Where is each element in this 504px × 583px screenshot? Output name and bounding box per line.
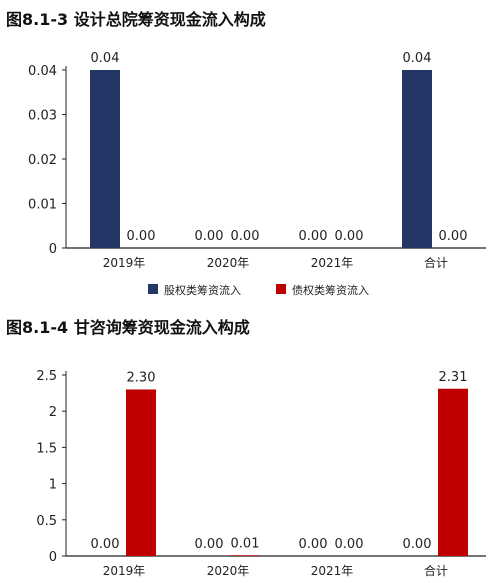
x-category-label: 2021年 [311,256,354,270]
y-tick-label: 0 [49,242,57,257]
data-label: 0.04 [91,51,120,66]
legend-label-equity: 股权类筹资流入 [164,283,241,297]
data-label: 0.00 [403,537,432,552]
data-label: 0.00 [127,229,156,244]
bar-equity [90,70,120,248]
data-label: 0.00 [231,229,260,244]
data-label: 0.00 [299,229,328,244]
y-tick-label: 0.02 [28,153,57,168]
x-category-label: 2021年 [311,564,354,578]
x-category-label: 2019年 [103,256,146,270]
x-category-label: 合计 [424,255,448,270]
y-tick-label: 2 [49,405,57,420]
chart-1-equity-debt-design-institute: 0 0.01 0.02 0.03 0.04 2019年 2020年 2021年 合计 0.04 0.… [28,51,486,297]
x-category-label: 2020年 [207,564,250,578]
data-label: 0.00 [195,229,224,244]
data-label: 0.00 [439,229,468,244]
data-label: 0.00 [335,537,364,552]
bar-debt [230,555,260,556]
bar-debt [438,388,468,556]
x-category-label: 2020年 [207,256,250,270]
y-tick-label: 0.01 [28,198,57,213]
data-label: 0.00 [195,537,224,552]
y-tick-label: 2.5 [36,369,57,384]
data-label: 0.01 [231,536,260,551]
legend-label-debt: 债权类筹资流入 [292,283,369,297]
data-label: 0.00 [91,537,120,552]
y-tick-label: 0.5 [36,514,57,529]
legend-swatch-debt [276,284,286,294]
x-category-label: 2019年 [103,564,146,578]
data-label: 2.30 [127,370,156,385]
data-label: 0.04 [403,51,432,66]
y-tick-label: 0 [49,550,57,565]
data-label: 0.00 [299,537,328,552]
y-tick-label: 1.5 [36,441,57,456]
y-tick-label: 0.04 [28,64,57,79]
figure-1-title: 图8.1-3 设计总院筹资现金流入构成 [6,10,266,29]
y-tick-label: 1 [49,478,57,493]
bar-equity [402,70,432,248]
data-label: 0.00 [335,229,364,244]
x-category-label: 合计 [424,563,448,578]
data-label: 2.31 [439,370,468,385]
bar-debt [126,389,156,556]
figure-2-title: 图8.1-4 甘咨询筹资现金流入构成 [6,318,250,337]
y-tick-label: 0.03 [28,109,57,124]
legend-swatch-equity [148,284,158,294]
